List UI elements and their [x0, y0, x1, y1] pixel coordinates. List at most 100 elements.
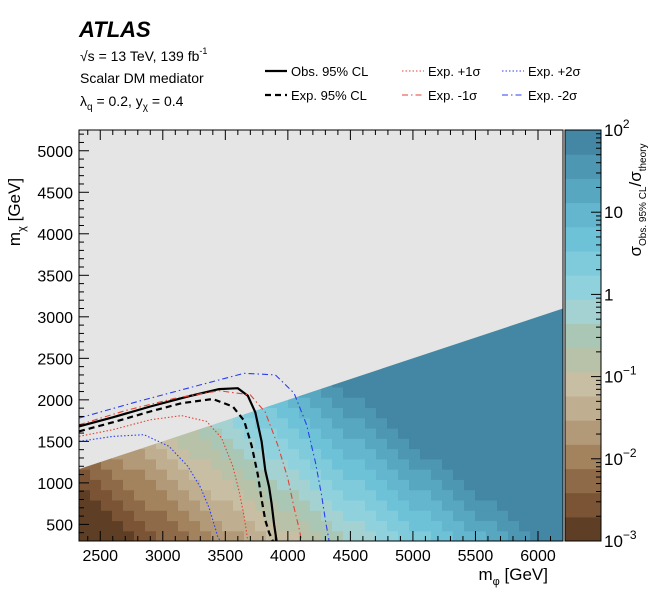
heatmap-cell — [266, 417, 278, 429]
heatmap-cell — [79, 489, 91, 501]
heatmap-cell — [541, 345, 553, 357]
heatmap-cell — [409, 479, 421, 491]
heatmap-cell — [530, 386, 542, 398]
colorbar-band — [565, 154, 601, 179]
heatmap-cell — [211, 520, 223, 532]
heatmap-cell — [277, 499, 289, 511]
heatmap-cell — [497, 499, 509, 511]
heatmap-cell — [233, 469, 245, 480]
heatmap-cell — [475, 530, 487, 541]
heatmap-cell — [508, 345, 520, 357]
heatmap-cell — [101, 530, 113, 541]
heatmap-cell — [431, 520, 443, 532]
heatmap-cell — [244, 469, 256, 480]
heatmap-cell — [453, 376, 465, 388]
heatmap-cell — [90, 499, 102, 511]
heatmap-cell — [475, 427, 487, 439]
heatmap-cell — [233, 448, 245, 460]
heatmap-cell — [519, 407, 531, 419]
heatmap-cell — [321, 489, 333, 501]
x-tick-label: 3500 — [208, 548, 244, 565]
heatmap-cell — [442, 397, 454, 409]
heatmap-cell — [277, 479, 289, 491]
heatmap-cell — [354, 520, 366, 532]
heatmap-cell — [530, 499, 542, 511]
x-axis-label: mφ [GeV] — [479, 565, 549, 588]
heatmap-cell — [310, 489, 322, 501]
heatmap-cell — [189, 520, 201, 532]
heatmap-cell — [255, 448, 267, 460]
x-tick-label: 4500 — [333, 548, 369, 565]
heatmap-cell — [222, 510, 234, 522]
heatmap-cell — [519, 417, 531, 429]
heatmap-cell — [200, 458, 212, 470]
heatmap-cell — [398, 427, 410, 439]
heatmap-cell — [365, 397, 377, 409]
heatmap-cell — [497, 345, 509, 357]
heatmap-cell — [189, 510, 201, 522]
heatmap-cell — [453, 489, 465, 501]
heatmap-cell — [508, 386, 520, 398]
heatmap-cell — [354, 510, 366, 522]
heatmap-cell — [376, 489, 388, 501]
heatmap-cell — [453, 438, 465, 450]
colorbar-axis: 102 10 1 10−1 10−2 10−3 — [591, 117, 637, 551]
heatmap-cell — [321, 427, 333, 439]
heatmap-cell — [376, 438, 388, 450]
heatmap-cell — [442, 448, 454, 460]
heatmap-cell — [112, 499, 124, 511]
heatmap-cell — [541, 489, 553, 501]
heatmap-cell — [277, 397, 289, 409]
heatmap-cell — [420, 499, 432, 511]
heatmap-cell — [79, 469, 91, 480]
heatmap-cell — [420, 407, 432, 419]
heatmap-cell — [497, 458, 509, 470]
heatmap-cell — [442, 489, 454, 501]
colorbar-band — [565, 130, 601, 155]
heatmap-cell — [453, 448, 465, 460]
heatmap-cell — [343, 489, 355, 501]
heatmap-cell — [552, 438, 563, 450]
heatmap-cell — [233, 458, 245, 470]
colorbar-band — [565, 323, 601, 349]
heatmap-cell — [508, 489, 520, 501]
heatmap-cell — [530, 407, 542, 419]
y-tick-label: 5000 — [37, 144, 73, 161]
heatmap-cell — [508, 438, 520, 450]
heatmap-cell — [343, 520, 355, 532]
heatmap-cell — [530, 427, 542, 439]
heatmap-cell — [464, 510, 476, 522]
heatmap-cell — [541, 479, 553, 491]
heatmap-cell — [288, 469, 300, 480]
y-tick-label: 4000 — [37, 227, 73, 244]
heatmap-cell — [519, 366, 531, 378]
heatmap-cell — [376, 427, 388, 439]
heatmap-cell — [420, 520, 432, 532]
heatmap-cell — [420, 510, 432, 522]
heatmap-cell — [541, 335, 553, 347]
heatmap-cell — [332, 386, 344, 398]
heatmap-cell — [431, 356, 443, 367]
heatmap-cell — [508, 530, 520, 541]
heatmap-cell — [200, 448, 212, 460]
heatmap-cell — [475, 438, 487, 450]
heatmap-cell — [497, 335, 509, 347]
heatmap-cell — [343, 479, 355, 491]
heatmap-cell — [167, 520, 179, 532]
heatmap-cell — [486, 417, 498, 429]
heatmap-cell — [266, 479, 278, 491]
heatmap-cell — [288, 458, 300, 470]
heatmap-cell — [211, 530, 223, 541]
heatmap-cell — [475, 335, 487, 347]
heatmap-cell — [332, 469, 344, 480]
heatmap-cell — [178, 510, 190, 522]
heatmap-cell — [354, 438, 366, 450]
heatmap-cell — [442, 407, 454, 419]
x-tick-label: 2500 — [82, 548, 118, 565]
heatmap-cell — [156, 530, 168, 541]
heatmap-cell — [541, 376, 553, 388]
heatmap-cell — [431, 469, 443, 480]
heatmap-cell — [145, 479, 157, 491]
heatmap-cell — [167, 530, 179, 541]
heatmap-cell — [167, 479, 179, 491]
